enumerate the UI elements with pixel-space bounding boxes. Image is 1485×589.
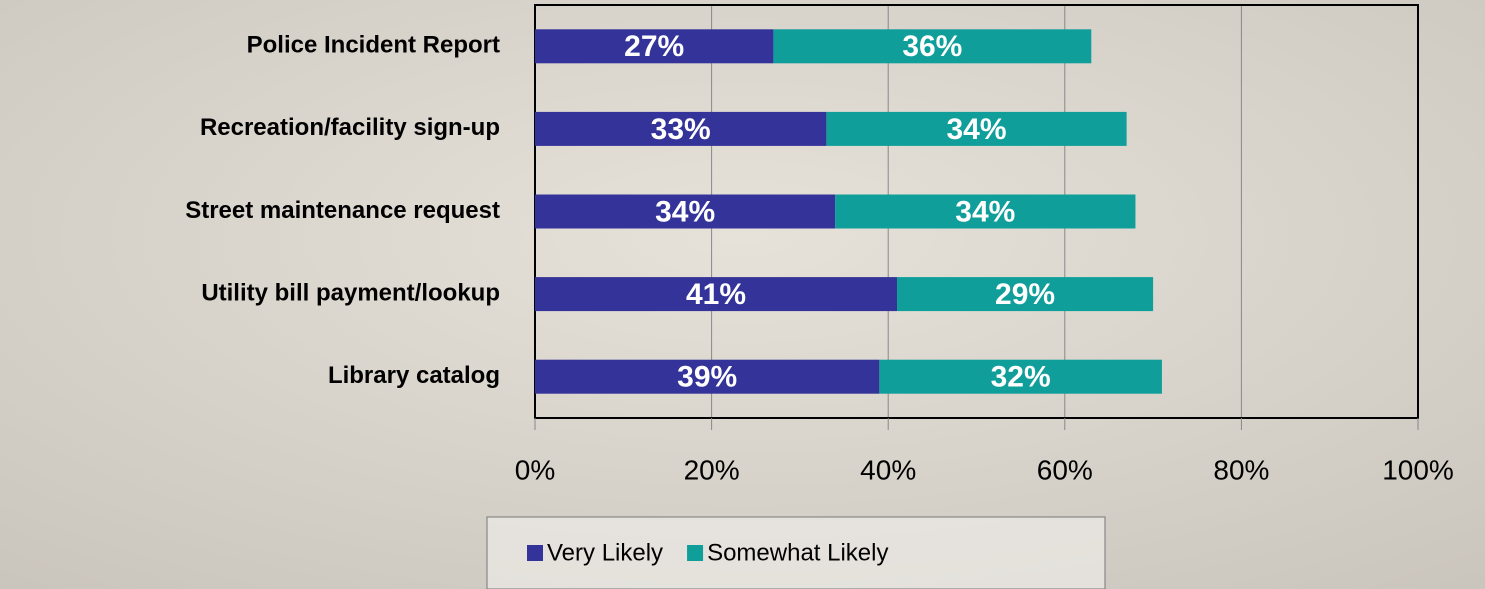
value-label: 39% [677,361,737,394]
bar-segment [879,359,1162,394]
value-label: 33% [651,113,711,146]
category-label: Police Incident Report [247,32,500,59]
bar-segment [535,29,774,64]
bar-segment [535,111,827,146]
bar-segment [835,194,1136,229]
category-label: Recreation/facility sign-up [200,114,500,141]
legend-swatch [687,545,704,561]
bar-segment [897,277,1154,312]
value-label: 34% [655,195,715,228]
x-tick-label: 60% [1037,454,1093,485]
legend-label: Somewhat Likely [707,539,888,566]
value-label: 36% [902,30,962,63]
value-label: 41% [686,278,746,311]
x-tick-label: 40% [860,454,916,485]
bar-segment [535,277,898,312]
category-label: Utility bill payment/lookup [201,279,500,306]
x-tick-label: 20% [684,454,740,485]
x-tick-label: 100% [1382,454,1454,485]
bar-segment [535,194,836,229]
category-label: Library catalog [328,362,500,389]
bar-segment [535,359,880,394]
value-label: 27% [624,30,684,63]
legend-box [486,516,1106,589]
legend-label: Very Likely [547,539,663,566]
value-label: 29% [995,278,1055,311]
x-tick-label: 0% [515,454,555,485]
legend-swatch [527,545,543,561]
bar-segment [773,29,1092,64]
bar-segment [826,111,1127,146]
x-tick-label: 80% [1213,454,1269,485]
value-label: 32% [991,361,1051,394]
value-label: 34% [955,195,1015,228]
value-label: 34% [946,113,1006,146]
category-label: Street maintenance request [185,197,500,224]
